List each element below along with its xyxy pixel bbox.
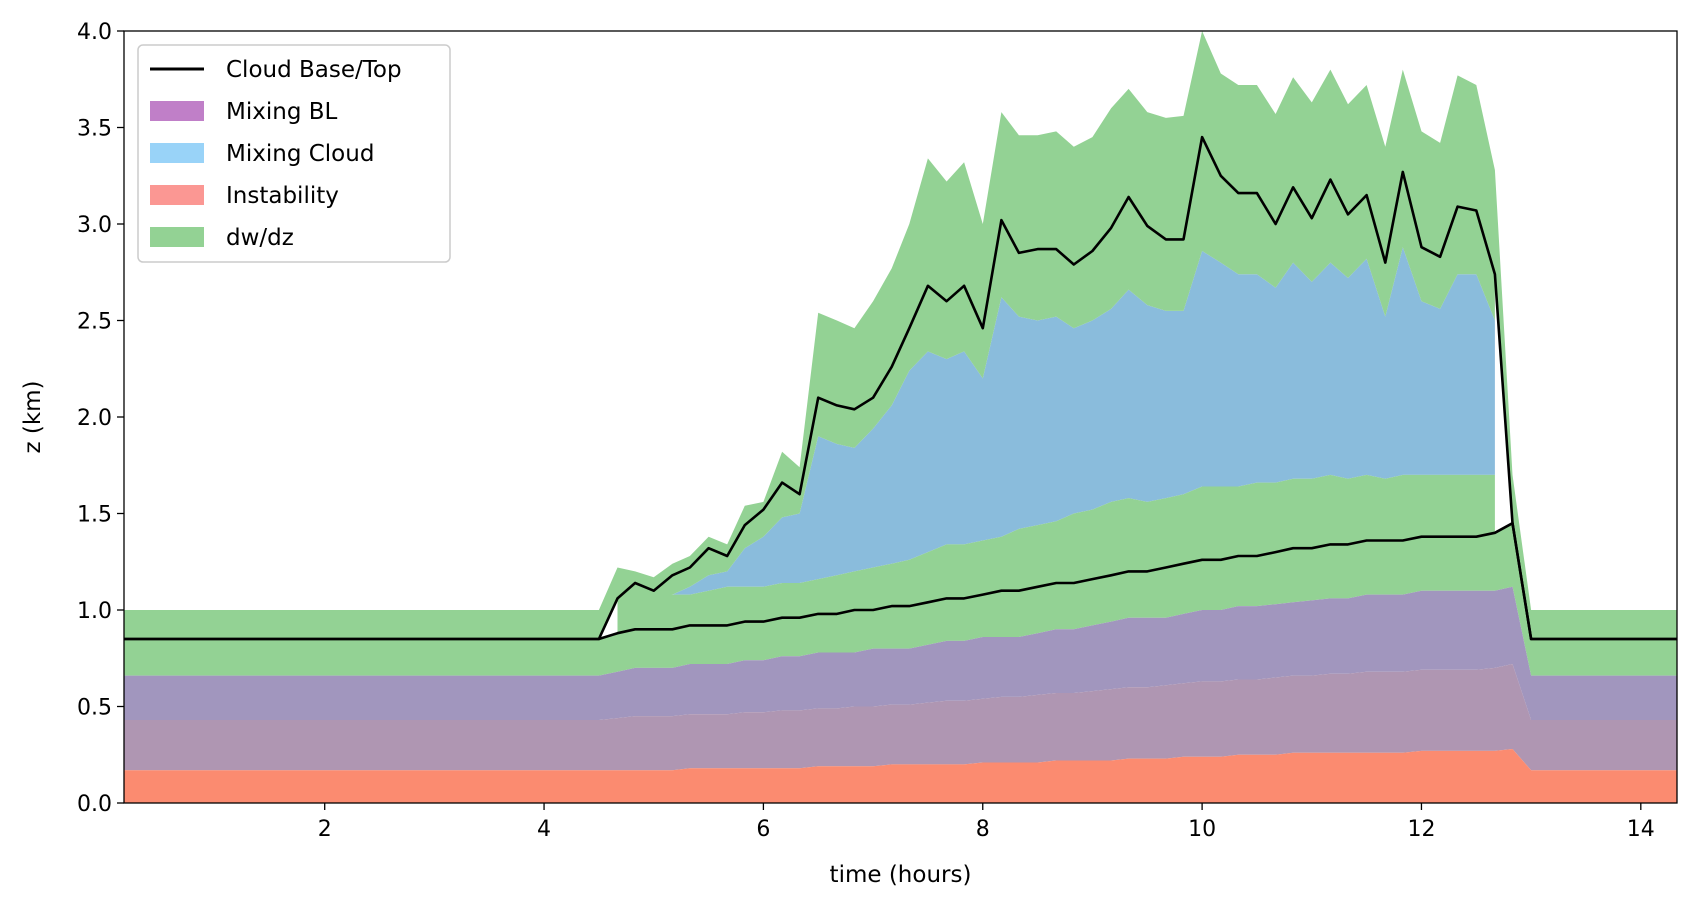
- legend-swatch: [150, 227, 204, 247]
- y-tick-label: 3.0: [77, 213, 112, 238]
- legend-swatch: [150, 101, 204, 121]
- instability-band: [124, 749, 1677, 803]
- x-axis-label: time (hours): [830, 862, 972, 888]
- dwdz-band-lower-cloud: [617, 474, 1495, 634]
- cloud-base-line: [124, 521, 1677, 641]
- x-tick-label: 2: [318, 817, 332, 842]
- legend-label: Mixing Cloud: [226, 141, 374, 167]
- legend-label: Cloud Base/Top: [226, 57, 402, 83]
- x-tick-label: 10: [1188, 817, 1216, 842]
- x-tick-label: 14: [1627, 817, 1655, 842]
- legend-label: dw/dz: [226, 225, 294, 251]
- legend-label: Instability: [226, 183, 339, 209]
- dwdz-band-above-cloud: [124, 31, 1677, 639]
- y-tick-label: 0.5: [77, 696, 112, 721]
- y-tick-label: 2.5: [77, 310, 112, 335]
- x-tick-label: 12: [1407, 817, 1435, 842]
- x-tick-label: 4: [537, 817, 551, 842]
- y-tick-label: 2.0: [77, 406, 112, 431]
- legend-swatch: [150, 143, 204, 163]
- axes: 2 4 6 8 10 12 14 0.0 0.5 1.0 1.5 2.0 2.5 3.0 3.5 4.0: [77, 20, 1655, 842]
- y-tick-label: 1.5: [77, 503, 112, 528]
- y-tick-label: 0.0: [77, 792, 112, 817]
- x-tick-label: 6: [756, 817, 770, 842]
- cloud-top-line: [124, 135, 1677, 641]
- plot-area: [124, 31, 1677, 803]
- y-tick-label: 4.0: [77, 20, 112, 45]
- dwdz-band-near-base: [124, 523, 1677, 676]
- y-tick-label: 3.5: [77, 117, 112, 142]
- legend-swatch: [150, 185, 204, 205]
- mixing-bl-instability-overlap: [124, 664, 1677, 771]
- legend-label: Mixing BL: [226, 99, 338, 125]
- mixing-cloud-band: [617, 247, 1495, 607]
- x-tick-label: 8: [976, 817, 990, 842]
- legend: Cloud Base/Top Mixing BL Mixing Cloud Insta…: [137, 44, 451, 263]
- dwdz-band-upper-cloud: [617, 137, 1495, 607]
- legend-frame: [137, 44, 451, 263]
- mixing-bl-band: [124, 586, 1677, 720]
- y-tick-label: 1.0: [77, 599, 112, 624]
- y-axis-label: z (km): [20, 380, 46, 453]
